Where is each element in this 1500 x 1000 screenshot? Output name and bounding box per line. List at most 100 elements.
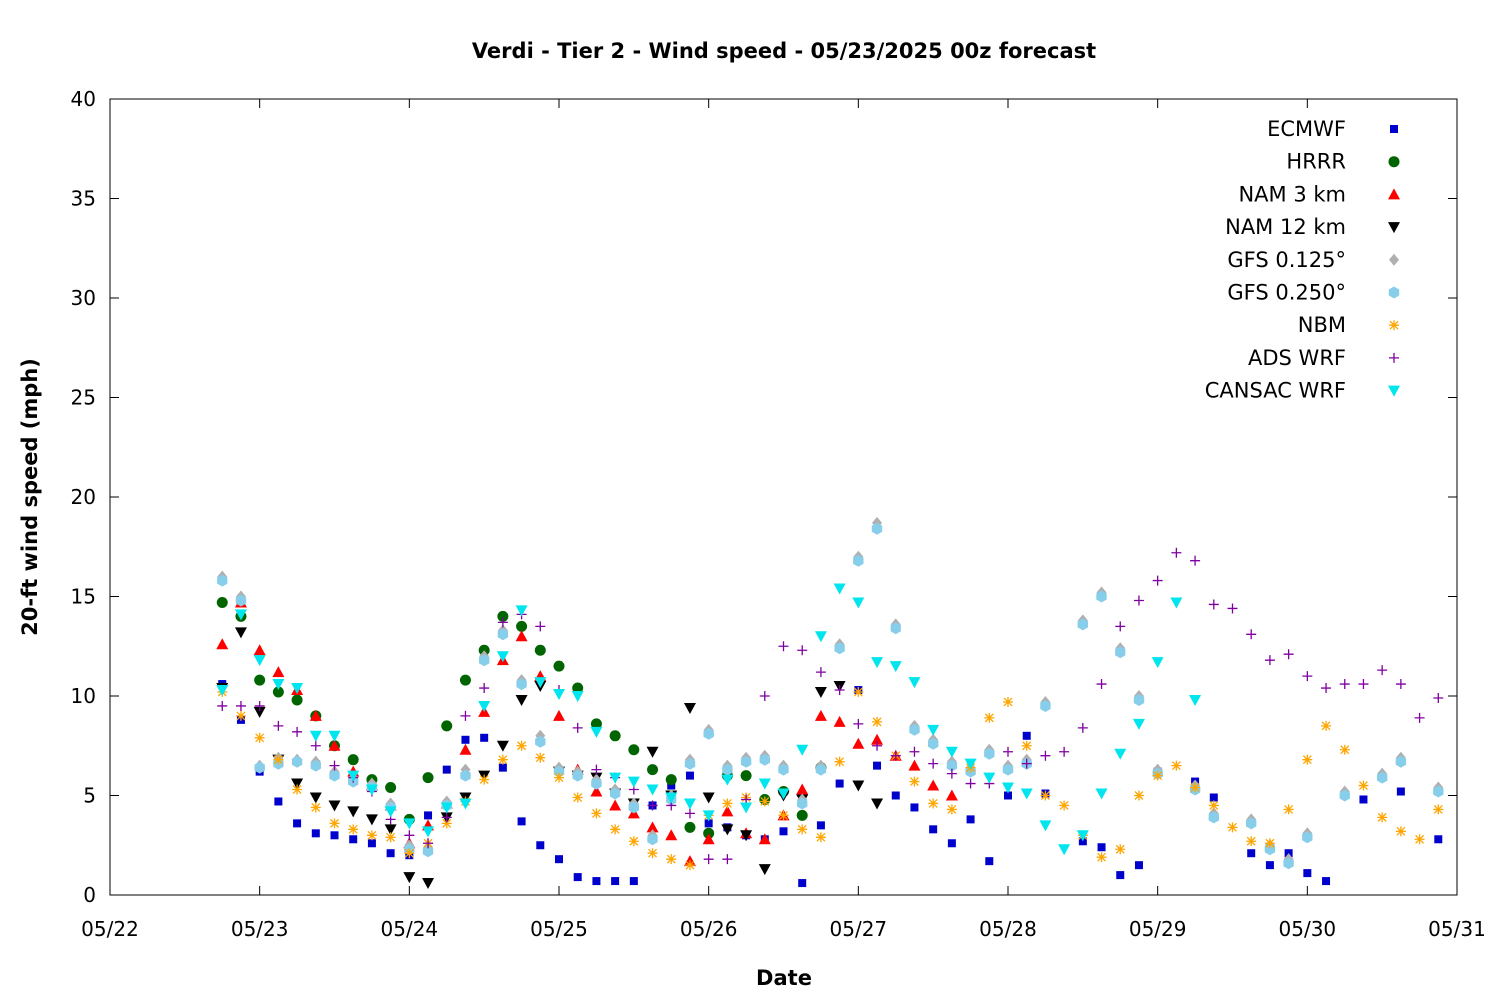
point-cansac-wrf — [1058, 844, 1071, 856]
point-gfs-0-250 — [1040, 700, 1051, 712]
point-nbm — [928, 798, 939, 809]
point-ecmwf — [929, 825, 938, 834]
point-cansac-wrf — [665, 792, 678, 804]
point-nbm — [1283, 804, 1294, 815]
point-ecmwf — [480, 733, 489, 742]
point-ecmwf — [442, 765, 451, 774]
point-cansac-wrf — [440, 802, 453, 814]
axis-ticks: 05/22 05/23 05/24 05/25 05/26 05/27 05/28 05/29… — [71, 87, 1486, 941]
point-nbm — [1059, 800, 1070, 811]
point-ads-wrf — [1377, 665, 1388, 676]
point-gfs-0-250 — [1246, 817, 1257, 830]
point-hrrr — [553, 660, 565, 672]
point-nbm — [404, 848, 415, 859]
legend-label-ads-wrf: ADS WRF — [1248, 346, 1346, 370]
point-nbm — [1246, 836, 1257, 847]
point-nam-12-km — [515, 694, 528, 706]
chart-title: Verdi - Tier 2 - Wind speed - 05/23/2025… — [472, 39, 1096, 63]
point-gfs-0-250 — [1096, 590, 1107, 603]
point-ads-wrf — [254, 700, 265, 711]
point-nam-12-km — [721, 824, 734, 836]
point-nbm — [497, 754, 508, 765]
point-nam-12-km — [646, 746, 659, 758]
point-nam-3-km — [814, 709, 827, 721]
point-nbm — [1115, 844, 1126, 855]
point-nbm — [1152, 770, 1163, 781]
point-ads-wrf — [1115, 621, 1126, 632]
point-ads-wrf — [292, 726, 303, 737]
point-cansac-wrf — [908, 677, 921, 689]
point-nbm — [1358, 780, 1369, 791]
point-cansac-wrf — [384, 806, 397, 818]
x-axis-label: Date — [756, 966, 812, 990]
point-ecmwf — [966, 815, 975, 824]
point-hrrr — [385, 782, 397, 794]
point-nbm — [1208, 800, 1219, 811]
point-cansac-wrf — [927, 724, 940, 736]
point-gfs-0-250 — [1433, 785, 1444, 798]
point-gfs-0-250 — [722, 763, 733, 776]
point-ecmwf — [424, 811, 433, 820]
x-tick-label: 05/28 — [979, 917, 1037, 941]
point-nbm — [872, 716, 883, 727]
point-ecmwf — [1303, 869, 1312, 878]
point-nbm — [535, 752, 546, 763]
point-ecmwf — [461, 735, 470, 744]
point-nbm — [1096, 852, 1107, 863]
point-cansac-wrf — [291, 683, 304, 695]
legend-label-nam-12-km: NAM 12 km — [1225, 215, 1346, 239]
point-nam-12-km — [309, 792, 322, 804]
legend-marker-nbm — [1389, 320, 1399, 331]
point-nbm — [1433, 804, 1444, 815]
point-gfs-0-250 — [871, 522, 883, 535]
point-ecmwf — [573, 873, 582, 882]
point-nbm — [441, 818, 452, 829]
point-cansac-wrf — [777, 788, 790, 800]
point-ads-wrf — [1077, 722, 1088, 733]
point-cansac-wrf — [1076, 830, 1089, 842]
point-ads-wrf — [872, 740, 883, 751]
point-cansac-wrf — [216, 685, 229, 697]
point-nbm — [1021, 740, 1032, 751]
point-gfs-0-250 — [1377, 771, 1388, 784]
point-cansac-wrf — [814, 631, 827, 643]
y-tick-label: 20 — [71, 485, 96, 509]
point-nbm — [1227, 822, 1238, 833]
point-ads-wrf — [1171, 547, 1182, 558]
point-nbm — [516, 740, 527, 751]
point-hrrr — [647, 764, 659, 776]
point-gfs-0-250 — [984, 747, 995, 760]
point-nam-3-km — [927, 779, 940, 791]
point-gfs-0-250 — [1302, 831, 1313, 844]
x-tick-label: 05/27 — [830, 917, 888, 941]
point-gfs-0-250 — [797, 797, 808, 810]
point-ecmwf — [517, 817, 526, 826]
y-tick-label: 35 — [71, 187, 96, 211]
point-cansac-wrf — [309, 730, 322, 742]
point-hrrr — [459, 674, 471, 686]
point-nbm — [759, 796, 770, 807]
point-ads-wrf — [1227, 603, 1238, 614]
point-nam-12-km — [871, 798, 884, 810]
legend-label-cansac-wrf: CANSAC WRF — [1205, 379, 1346, 403]
point-ads-wrf — [1339, 679, 1350, 690]
point-nam-3-km — [646, 821, 659, 833]
point-hrrr — [628, 744, 640, 756]
point-gfs-0-250 — [254, 761, 265, 774]
point-nbm — [909, 776, 920, 787]
point-nam-3-km — [590, 785, 603, 797]
point-ads-wrf — [1433, 692, 1444, 703]
legend: ECMWF HRRR NAM 3 km NAM 12 km GFS 0.125° GFS … — [1205, 117, 1400, 403]
point-cansac-wrf — [478, 700, 491, 712]
point-nam-12-km — [758, 864, 771, 876]
point-nam-12-km — [384, 824, 397, 836]
point-cansac-wrf — [964, 758, 977, 770]
point-ecmwf — [311, 829, 320, 838]
y-tick-label: 0 — [83, 883, 96, 907]
point-ads-wrf — [759, 691, 770, 701]
point-ads-wrf — [1358, 679, 1369, 690]
point-gfs-0-250 — [591, 777, 602, 790]
point-cansac-wrf — [253, 655, 266, 667]
point-cansac-wrf — [553, 689, 565, 701]
point-ecmwf — [536, 841, 545, 850]
